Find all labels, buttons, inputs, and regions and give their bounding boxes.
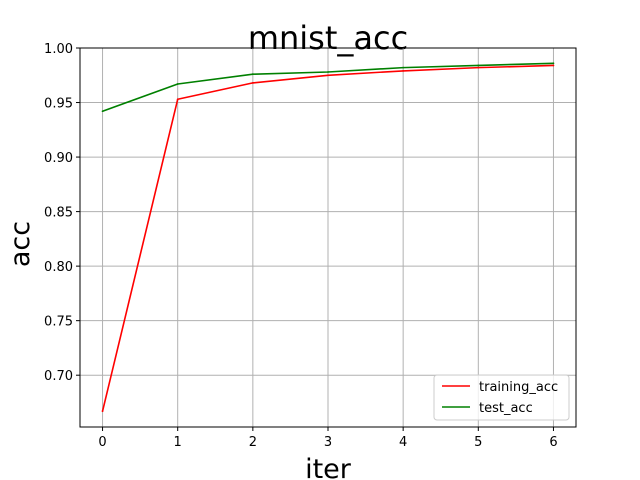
x-tick-label: 5 <box>474 435 482 450</box>
y-axis-title: acc <box>5 221 36 267</box>
data-point-test-acc <box>327 71 329 73</box>
legend-label-training-acc: training_acc <box>479 380 558 395</box>
data-point-training-acc <box>101 410 104 413</box>
data-point-training-acc <box>552 64 555 67</box>
y-tick-label: 1.00 <box>44 42 73 57</box>
data-point-training-acc <box>251 82 254 84</box>
legend-label-test-acc: test_acc <box>479 401 533 416</box>
data-point-test-acc <box>552 62 555 65</box>
y-tick-label: 0.80 <box>44 260 73 275</box>
data-point-test-acc <box>251 73 254 76</box>
x-tick-label: 3 <box>324 435 332 450</box>
data-point-test-acc <box>176 83 179 85</box>
y-tick-label: 0.70 <box>44 369 73 384</box>
x-tick-label: 2 <box>249 435 257 450</box>
y-tick-label: 0.85 <box>44 206 73 221</box>
grid <box>80 47 576 427</box>
y-tick-label: 0.75 <box>44 315 73 330</box>
x-tick-label: 6 <box>549 435 557 450</box>
y-tick-label: 0.90 <box>44 151 73 166</box>
x-tick-label: 0 <box>98 435 106 450</box>
series-layer <box>101 62 555 413</box>
data-point-test-acc <box>101 110 104 113</box>
x-tick-label: 1 <box>174 435 182 450</box>
data-point-training-acc <box>402 70 405 72</box>
ticks: 0 1 2 3 4 5 6 0.70 0.75 0.80 0.85 0.90 0.95 1.00 <box>44 42 558 450</box>
data-point-test-acc <box>402 66 405 69</box>
legend: training_acc test_acc <box>433 374 570 421</box>
y-tick-label: 0.95 <box>44 97 73 112</box>
x-axis-title: iter <box>305 454 352 480</box>
data-point-test-acc <box>477 64 480 67</box>
x-tick-label: 4 <box>399 435 407 450</box>
data-point-training-acc <box>477 66 480 69</box>
data-point-training-acc <box>176 98 179 101</box>
data-point-training-acc <box>327 74 329 77</box>
